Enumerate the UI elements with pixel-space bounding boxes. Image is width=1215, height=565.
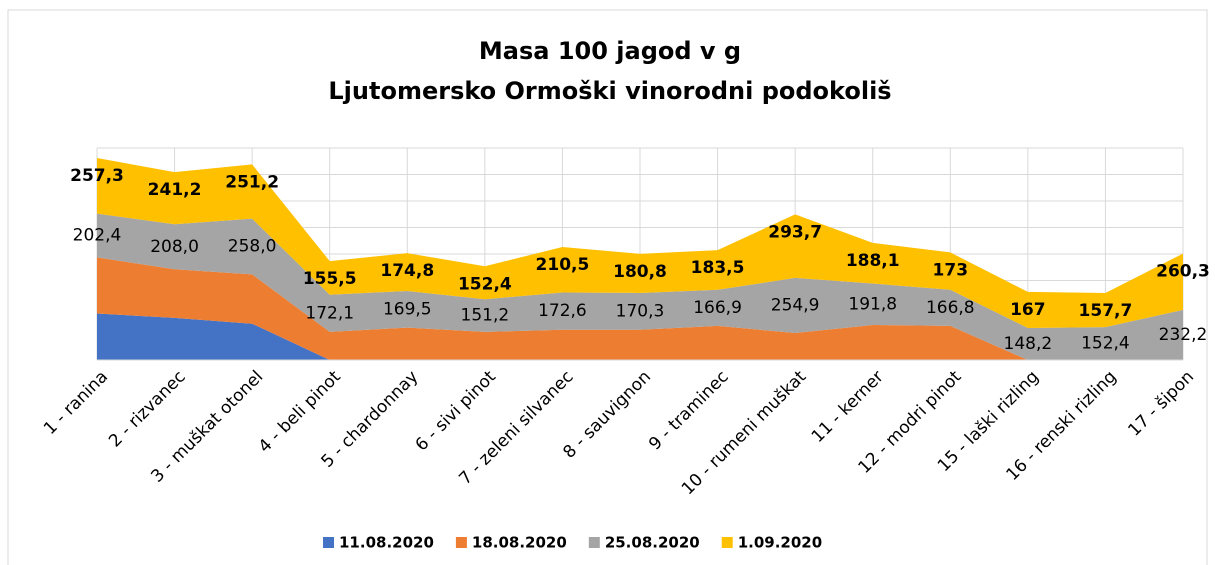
data-label: 202,4 xyxy=(73,225,122,245)
data-label: 254,9 xyxy=(771,295,820,315)
data-label: 191,8 xyxy=(848,294,897,314)
legend-swatch xyxy=(588,537,600,548)
data-label: 152,4 xyxy=(1081,334,1130,354)
data-label: 172,6 xyxy=(538,301,587,321)
data-label: 208,0 xyxy=(150,237,199,257)
legend-swatch xyxy=(455,537,467,548)
data-label: 151,2 xyxy=(461,306,510,326)
data-label: 155,5 xyxy=(303,269,357,289)
legend-label: 11.08.2020 xyxy=(339,534,434,552)
data-label: 232,2 xyxy=(1159,325,1208,345)
legend-swatch xyxy=(323,537,334,548)
chart-subtitle: Ljutomersko Ormoški vinorodni podokoliš xyxy=(328,77,891,105)
area xyxy=(97,257,1183,360)
legend-label: 18.08.2020 xyxy=(472,534,567,552)
data-label: 152,4 xyxy=(458,274,512,294)
legend-swatch xyxy=(721,537,733,548)
data-label: 173 xyxy=(933,260,969,280)
data-label: 172,1 xyxy=(305,303,354,323)
data-label: 166,9 xyxy=(693,298,742,318)
data-label: 260,3 xyxy=(1156,262,1210,282)
data-label: 241,2 xyxy=(148,180,202,200)
legend-label: 1.09.2020 xyxy=(738,534,822,552)
area xyxy=(97,158,1183,328)
data-label: 174,8 xyxy=(380,261,434,281)
data-label: 188,1 xyxy=(846,251,900,271)
data-label: 169,5 xyxy=(383,299,432,319)
data-label: 293,7 xyxy=(768,222,822,242)
data-label: 170,3 xyxy=(616,301,665,321)
data-label: 257,3 xyxy=(70,166,124,186)
data-label: 167 xyxy=(1010,300,1046,320)
data-label: 210,5 xyxy=(536,255,590,275)
data-label: 183,5 xyxy=(691,258,745,278)
data-label: 166,8 xyxy=(926,298,975,318)
legend-label: 25.08.2020 xyxy=(605,534,700,552)
chart-title: Masa 100 jagod v g xyxy=(479,37,741,65)
data-label: 180,8 xyxy=(613,262,667,282)
area xyxy=(97,313,1183,360)
area xyxy=(97,213,1183,360)
data-label: 258,0 xyxy=(228,237,277,257)
data-label: 157,7 xyxy=(1079,301,1133,321)
data-label: 251,2 xyxy=(225,172,279,192)
data-label: 148,2 xyxy=(1004,334,1053,354)
